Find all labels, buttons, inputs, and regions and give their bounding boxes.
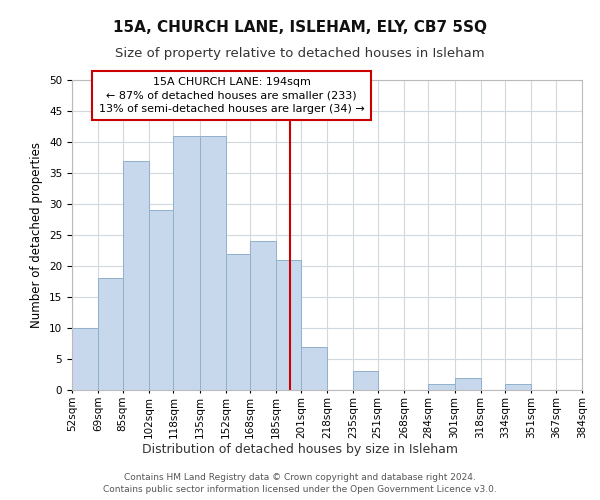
Bar [149,210,173,390]
Text: 15A, CHURCH LANE, ISLEHAM, ELY, CB7 5SQ: 15A, CHURCH LANE, ISLEHAM, ELY, CB7 5SQ [113,20,487,35]
Bar [428,384,455,390]
Bar [173,136,199,390]
Bar [455,378,481,390]
Text: Contains public sector information licensed under the Open Government Licence v3: Contains public sector information licen… [103,484,497,494]
Bar [301,346,327,390]
Bar [199,136,226,390]
Bar [250,241,277,390]
Text: Contains HM Land Registry data © Crown copyright and database right 2024.: Contains HM Land Registry data © Crown c… [124,473,476,482]
Text: 15A CHURCH LANE: 194sqm
← 87% of detached houses are smaller (233)
13% of semi-d: 15A CHURCH LANE: 194sqm ← 87% of detache… [99,78,365,114]
Text: Size of property relative to detached houses in Isleham: Size of property relative to detached ho… [115,48,485,60]
Y-axis label: Number of detached properties: Number of detached properties [31,142,43,328]
Bar [72,328,98,390]
Bar [505,384,532,390]
Bar [353,372,377,390]
Bar [277,260,301,390]
Bar [226,254,250,390]
Bar [98,278,122,390]
Bar [122,160,149,390]
Text: Distribution of detached houses by size in Isleham: Distribution of detached houses by size … [142,444,458,456]
